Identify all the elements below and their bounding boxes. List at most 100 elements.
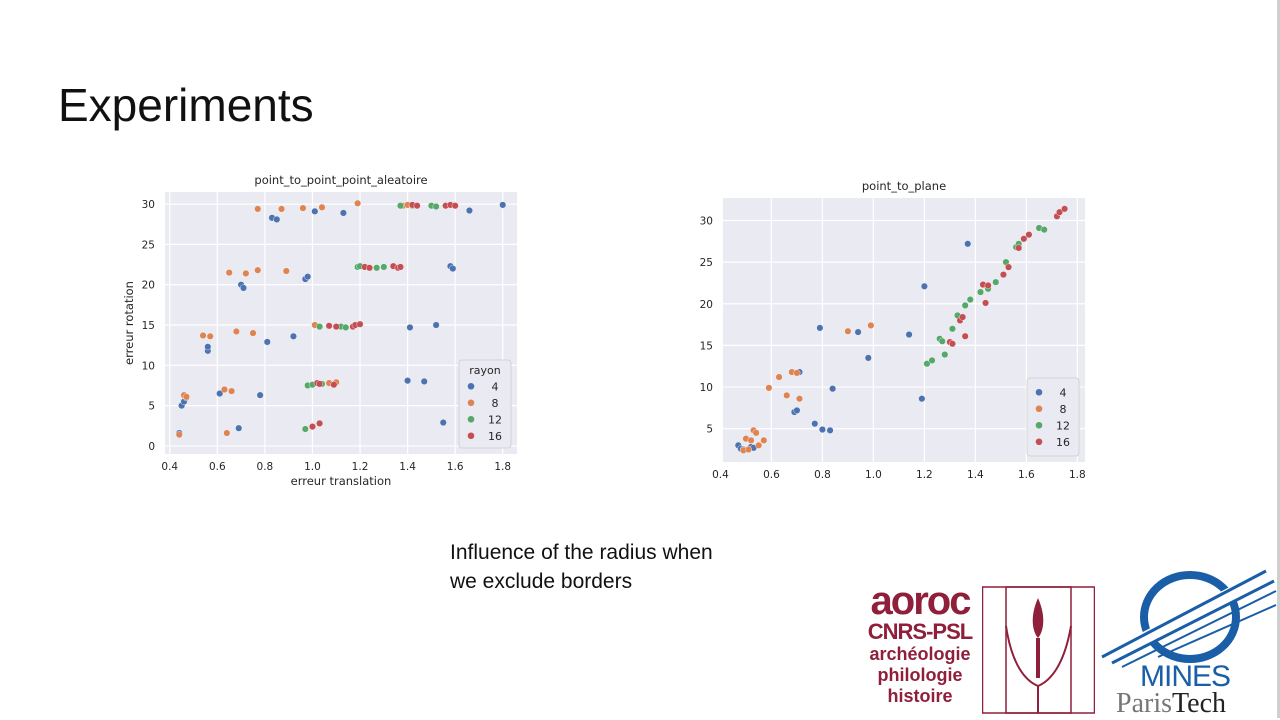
data-point-rayon-12 [992,278,1000,286]
data-point-rayon-4 [235,424,243,432]
data-point-rayon-8 [254,205,262,213]
x-axis-label: erreur translation [291,474,392,488]
data-point-rayon-12 [316,323,324,331]
legend-label-8: 8 [1060,403,1067,416]
data-point-rayon-16 [1020,235,1028,243]
data-point-rayon-4 [864,354,872,362]
data-point-rayon-16 [1025,231,1033,239]
legend-label-4: 4 [1060,386,1067,399]
data-point-rayon-8 [249,329,257,337]
slide-title: Experiments [58,79,314,131]
x-tick-label: 1.4 [399,461,416,473]
data-point-rayon-16 [1061,205,1069,213]
x-tick-label: 0.8 [257,461,274,473]
legend-marker-4 [467,382,475,390]
data-point-rayon-8 [765,384,773,392]
data-point-rayon-16 [330,381,338,389]
legend-marker-16 [1035,438,1043,446]
caption-line-2: we exclude borders [450,570,633,593]
data-point-rayon-8 [206,332,214,340]
data-point-rayon-12 [342,323,350,331]
y-tick-label: 0 [148,441,155,453]
data-point-rayon-12 [948,325,956,333]
x-tick-label: 0.6 [209,461,226,473]
data-point-rayon-8 [795,395,803,403]
caption-line-1: Influence of the radius when [450,541,713,564]
data-point-rayon-12 [938,337,946,345]
data-point-rayon-4 [499,201,507,209]
y-tick-label: 25 [142,239,155,251]
x-tick-label: 1.8 [1069,469,1086,481]
aoroc-logo: aoroc CNRS-PSL archéologie philologie hi… [858,581,982,707]
data-point-rayon-16 [316,419,324,427]
legend-label-4: 4 [492,380,499,393]
data-point-rayon-12 [941,351,949,359]
y-tick-label: 15 [700,340,713,352]
y-tick-label: 30 [700,215,713,227]
data-point-rayon-8 [844,327,852,335]
window-edge [1277,0,1280,718]
chart-title: point_to_point_point_aleatoire [254,173,427,187]
mines-logo-line2: ParisTech [1116,688,1226,720]
x-tick-label: 1.4 [967,469,984,481]
data-point-rayon-12 [432,203,440,211]
data-point-rayon-8 [747,436,755,444]
data-point-rayon-16 [332,323,340,331]
data-point-rayon-4 [826,426,834,434]
plot-background [165,192,517,454]
data-point-rayon-16 [366,264,374,272]
aoroc-logo-archeologie: archéologie [869,644,971,664]
data-point-rayon-4 [311,207,319,215]
legend-label-16: 16 [1056,436,1070,449]
aoroc-logo-philologie: philologie [877,665,963,685]
chart-svg-point-to-plane: 0.4 0.6 0.8 1.0 1.2 1.4 1.6 1.8 5 10 15 20 25 30 point… [700,179,1086,481]
data-point-rayon-8 [783,391,791,399]
data-point-rayon-16 [356,320,364,328]
data-point-rayon-4 [263,338,271,346]
data-point-rayon-8 [793,369,801,377]
data-point-rayon-4 [289,332,297,340]
data-point-rayon-16 [948,340,956,348]
y-tick-label: 20 [700,299,713,311]
data-point-rayon-12 [923,360,931,368]
y-tick-label: 20 [142,280,155,292]
data-point-rayon-12 [1040,226,1048,234]
y-tick-label: 5 [148,401,155,413]
legend-label-8: 8 [492,397,499,410]
y-tick-label: 25 [700,257,713,269]
x-tick-label: 1.0 [304,461,321,473]
data-point-rayon-16 [959,313,967,321]
mines-logo-paris: Paris [1116,688,1172,719]
legend-title: rayon [469,364,501,377]
data-point-rayon-8 [755,441,763,449]
data-point-rayon-8 [278,205,286,213]
x-tick-label: 1.6 [1018,469,1035,481]
x-tick-label: 0.8 [814,469,831,481]
mines-paristech-globe-icon [1100,568,1277,668]
data-point-rayon-8 [318,203,326,211]
data-point-rayon-12 [396,202,404,210]
x-tick-label: 1.0 [865,469,882,481]
scatter-chart-point-to-point: 0.4 0.6 0.8 1.0 1.2 1.4 1.6 1.8 0 5 10 15 20 25 30 poin… [110,168,530,498]
data-point-rayon-16 [982,299,990,307]
x-tick-label: 1.8 [494,461,511,473]
aoroc-logo-histoire: histoire [887,686,953,706]
data-point-rayon-4 [439,419,447,427]
data-point-rayon-4 [304,273,312,281]
y-tick-label: 10 [142,360,155,372]
data-point-rayon-16 [396,263,404,271]
legend-marker-8 [467,399,475,407]
data-point-rayon-16 [413,202,421,210]
x-tick-label: 0.4 [712,469,729,481]
mines-logo-line1: MINES [1140,660,1231,693]
data-point-rayon-4 [829,385,837,393]
legend-marker-12 [1035,421,1043,429]
data-point-rayon-4 [339,209,347,217]
data-point-rayon-4 [406,323,414,331]
data-point-rayon-4 [465,207,473,215]
data-point-rayon-16 [984,281,992,289]
data-point-rayon-12 [373,264,381,272]
x-tick-label: 0.6 [763,469,780,481]
data-point-rayon-4 [273,215,281,223]
data-point-rayon-12 [928,356,936,364]
